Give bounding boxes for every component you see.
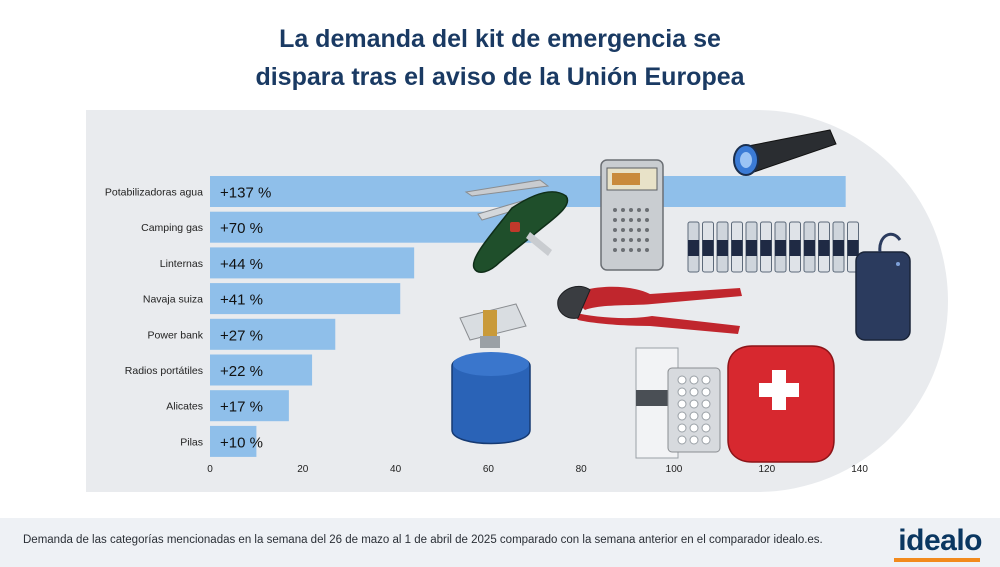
first-aid-kit-icon: [727, 345, 835, 463]
chart-title-line-1: La demanda del kit de emergencia se: [279, 25, 721, 53]
footer: Demanda de las categorías mencionadas en…: [0, 518, 1000, 567]
logo-underline: [894, 558, 980, 562]
category-label: Potabilizadoras agua: [105, 187, 203, 199]
x-tick-label: 80: [576, 464, 588, 475]
bar-4: [210, 318, 336, 350]
category-labels: Potabilizadoras agua Camping gas Linternas…: [105, 187, 204, 449]
value-label: +22 %: [220, 363, 263, 380]
radio-icon: [600, 159, 664, 271]
pocket-knife-icon: [464, 179, 569, 273]
category-label: Radios portátiles: [125, 365, 203, 377]
idealo-logo: idealo: [898, 524, 982, 557]
x-tick-label: 20: [297, 464, 309, 475]
chart-title: La demanda del kit de emergencia se disp…: [0, 20, 1000, 96]
value-label: +27 %: [220, 327, 263, 344]
bars-layer: [210, 176, 846, 457]
x-tick-label: 60: [483, 464, 495, 475]
power-bank-icon: [855, 232, 911, 341]
value-label: +10 %: [220, 434, 263, 451]
category-label: Navaja suiza: [143, 294, 203, 306]
x-tick-label: 100: [666, 464, 683, 475]
water-tablets-icon: [635, 347, 721, 459]
chart-title-line-2: dispara tras el aviso de la Unión Europe…: [255, 63, 745, 91]
x-tick-label: 40: [390, 464, 402, 475]
value-labels: +137 % +70 % +44 % +41 % +27 % +22 % +17 % +10 …: [220, 185, 271, 452]
x-axis-ticks: 0 20 40 60 80 100 120 140: [207, 464, 868, 475]
value-label: +44 %: [220, 256, 263, 273]
batteries-icon: [687, 221, 859, 273]
category-label: Linternas: [160, 258, 203, 270]
value-label: +137 %: [220, 185, 271, 202]
flashlight-icon: [733, 129, 837, 176]
bar-6: [210, 390, 289, 422]
pliers-icon: [557, 285, 742, 334]
category-label: Camping gas: [141, 222, 203, 234]
x-tick-label: 120: [758, 464, 775, 475]
value-label: +70 %: [220, 220, 263, 237]
bar-2: [210, 247, 415, 279]
bar-7: [210, 425, 257, 457]
bar-3: [210, 283, 401, 315]
x-tick-label: 0: [207, 464, 213, 475]
x-tick-label: 140: [851, 464, 868, 475]
category-label: Pilas: [180, 436, 203, 448]
category-label: Alicates: [166, 401, 203, 413]
camping-stove-icon: [451, 303, 531, 445]
value-label: +41 %: [220, 292, 263, 309]
category-label: Power bank: [148, 329, 204, 341]
bar-5: [210, 354, 313, 386]
footnote: Demanda de las categorías mencionadas en…: [23, 534, 823, 546]
value-label: +17 %: [220, 399, 263, 416]
